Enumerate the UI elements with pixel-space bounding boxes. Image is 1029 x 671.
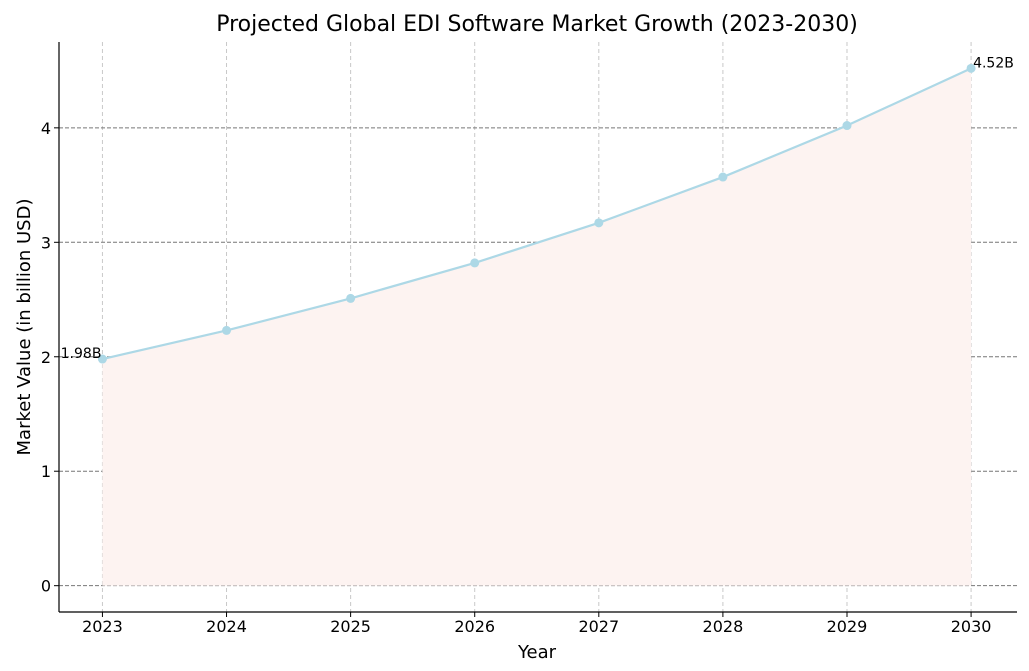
- x-tick-label-2024: 2024: [206, 617, 247, 636]
- data-point-2027: [594, 218, 604, 228]
- data-point-2024: [222, 325, 232, 335]
- area-layer: [102, 68, 972, 586]
- series-line: [102, 67, 972, 361]
- y-tick-label-0: 0: [41, 577, 51, 596]
- x-tick-label-2029: 2029: [827, 617, 868, 636]
- data-point-2029: [842, 121, 852, 131]
- data-point-2030: [966, 63, 976, 73]
- x-tick-label-2027: 2027: [578, 617, 619, 636]
- x-tick-label-2030: 2030: [951, 617, 992, 636]
- x-tick-label-2023: 2023: [82, 617, 123, 636]
- y-axis-label: Market Value (in billion USD): [14, 199, 35, 456]
- x-tick-label-2025: 2025: [330, 617, 371, 636]
- tick-labels: 2023 2024 2025 2026 2027 2028 2029 2030 0 1 2 3 4: [41, 119, 992, 636]
- point-layer: [97, 63, 976, 364]
- chart-title: Projected Global EDI Software Market Gro…: [216, 12, 858, 37]
- x-tick-label-2028: 2028: [703, 617, 744, 636]
- x-axis-label: Year: [517, 642, 557, 663]
- y-tick-label-4: 4: [41, 119, 51, 138]
- data-label-2030: 4.52B: [973, 55, 1014, 71]
- annotations: 1.98B 4.52B: [61, 55, 1014, 362]
- data-point-2026: [470, 258, 480, 268]
- data-point-2023: [97, 354, 107, 364]
- axes: [54, 42, 1017, 617]
- y-tick-label-3: 3: [41, 233, 51, 252]
- data-label-2023: 1.98B: [61, 346, 102, 362]
- line-layer: [102, 67, 972, 361]
- data-point-2025: [346, 293, 356, 303]
- data-point-2028: [718, 172, 728, 182]
- y-tick-label-1: 1: [41, 462, 51, 481]
- x-tick-label-2026: 2026: [454, 617, 495, 636]
- y-tick-label-2: 2: [41, 348, 51, 367]
- area-fill: [102, 68, 972, 586]
